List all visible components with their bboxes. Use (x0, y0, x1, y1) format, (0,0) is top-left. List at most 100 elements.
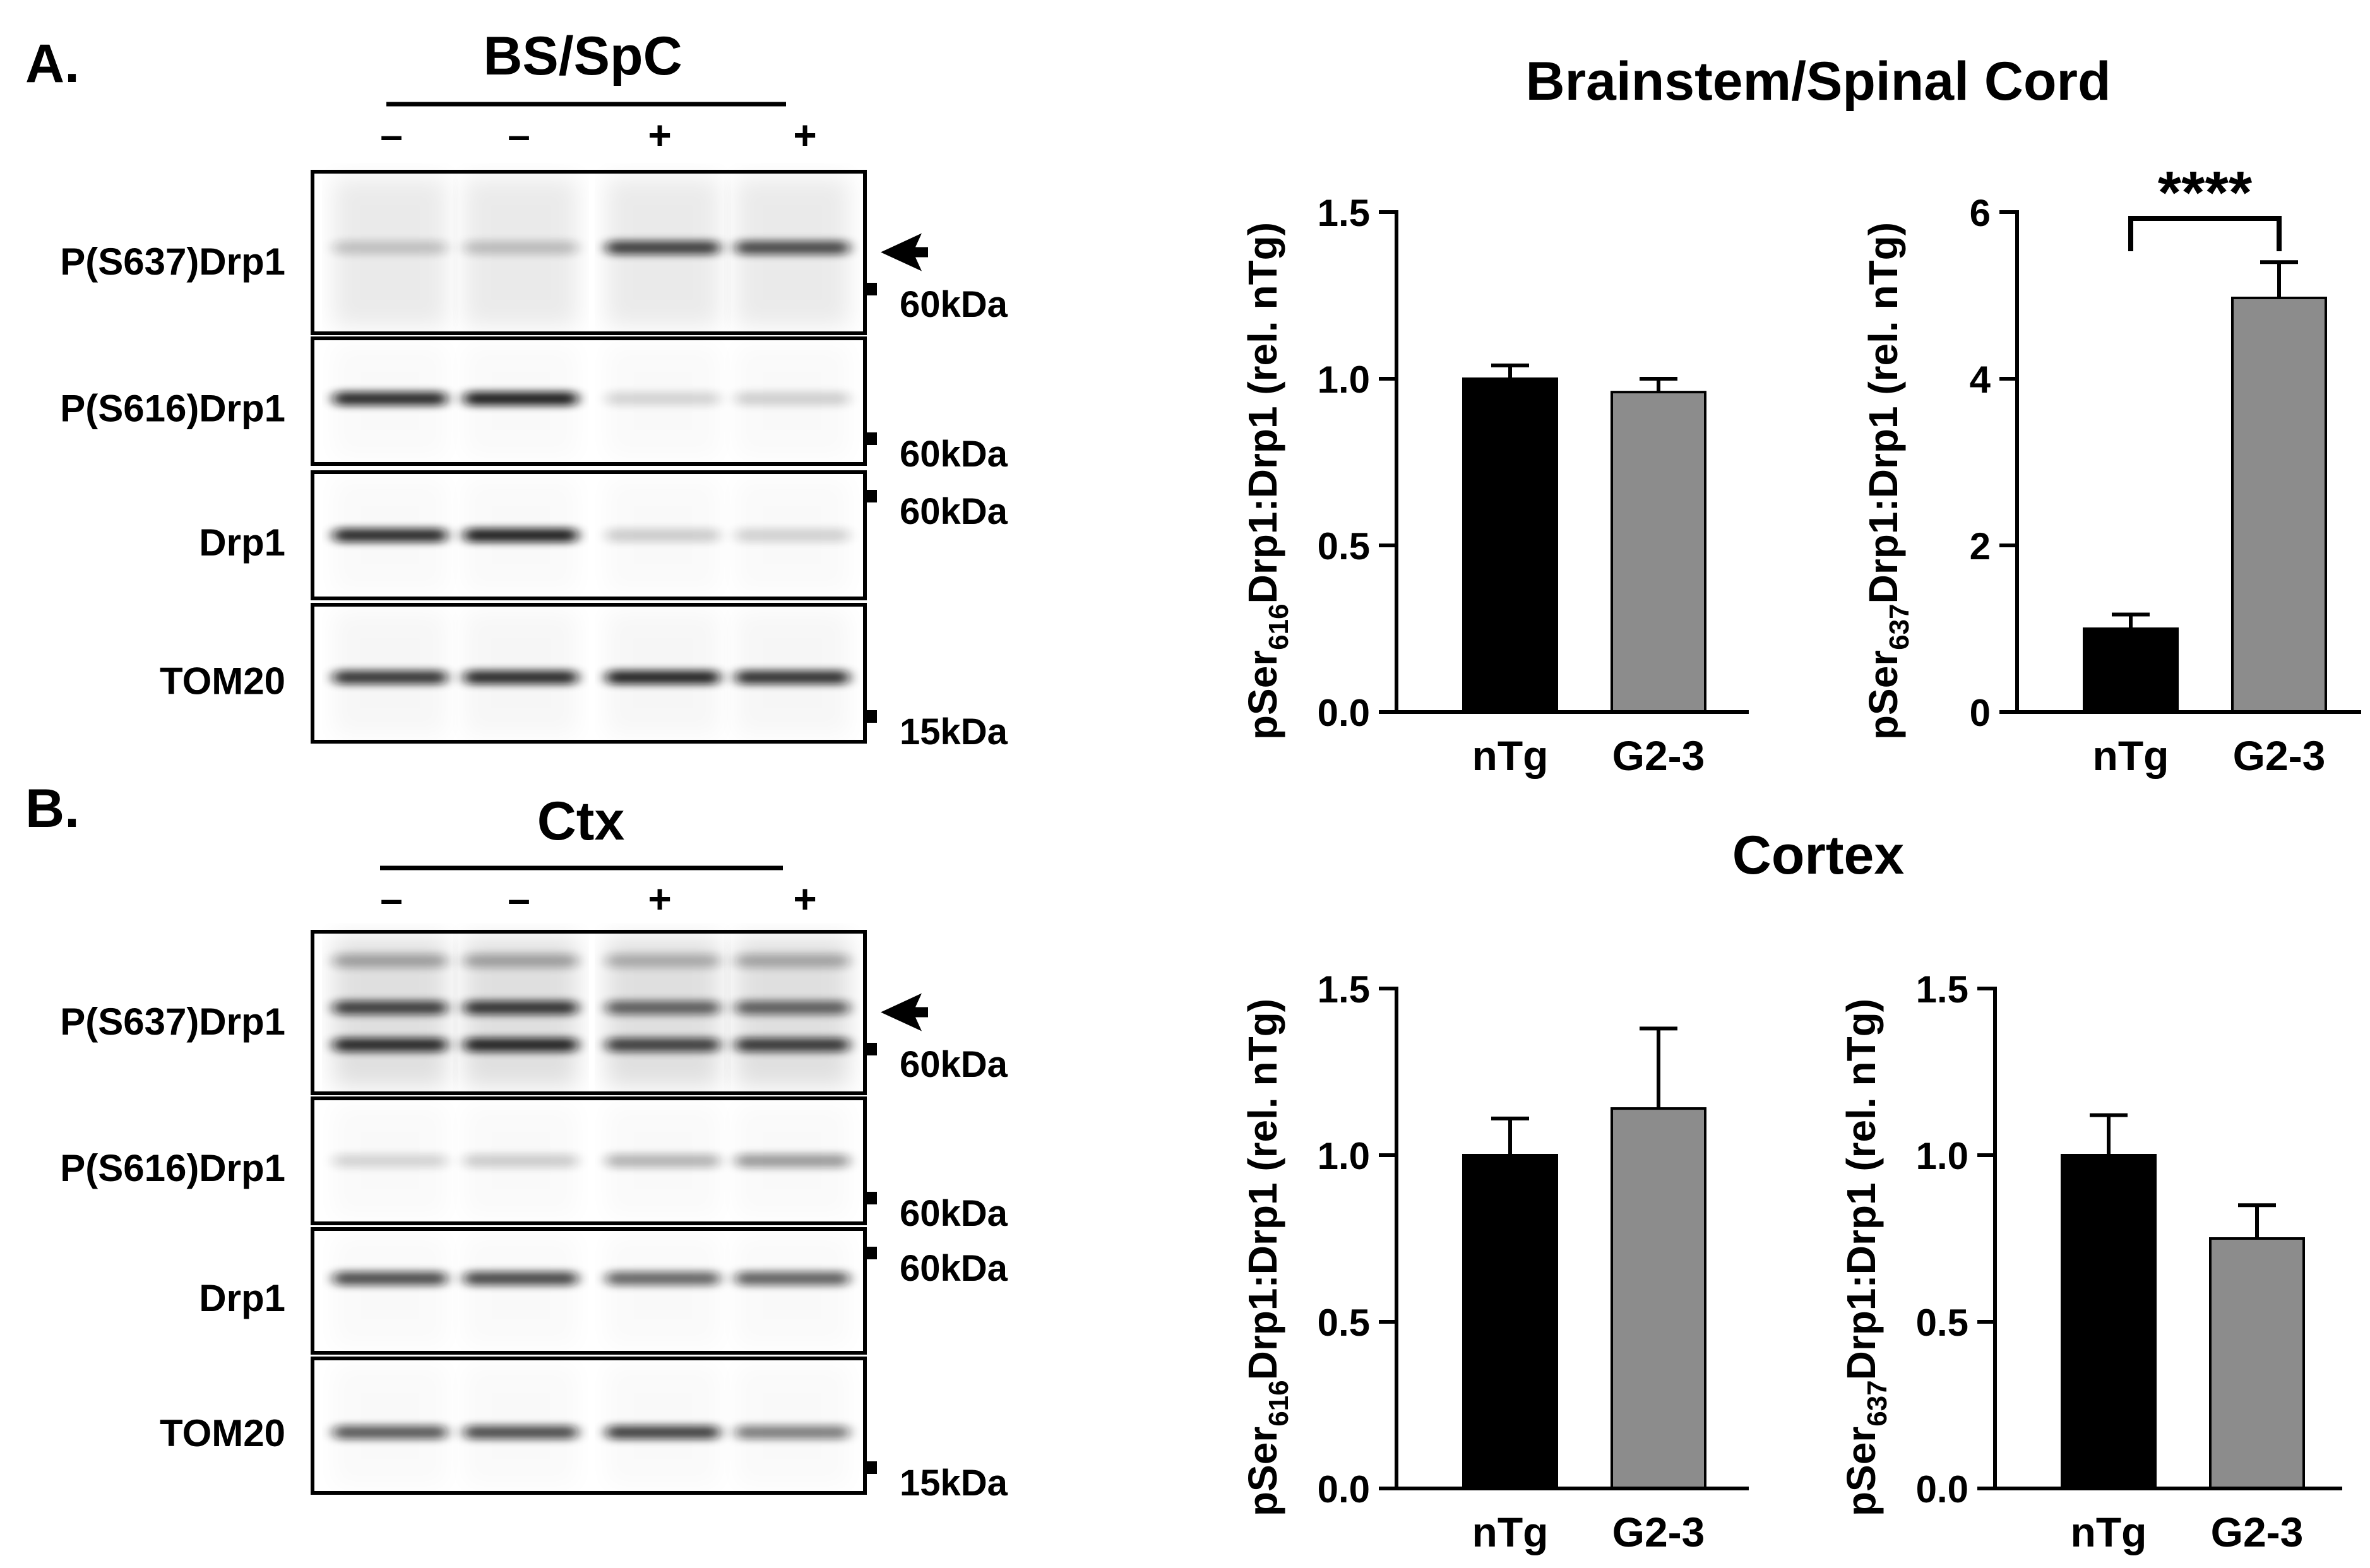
protein-band (735, 1425, 849, 1440)
y-label-subscript: 637 (1862, 1380, 1893, 1426)
y-tick-label: 1.5 (1318, 192, 1370, 234)
marker-label: 60kDa (900, 491, 1008, 532)
protein-band (735, 1271, 849, 1286)
section-title-brainstem: Brainstem/Spinal Cord (1525, 51, 2111, 112)
lane-sign: – (380, 876, 403, 922)
protein-band (735, 241, 849, 255)
blot-label: Drp1 (199, 521, 285, 564)
blot-strip: TOM20 15kDa (160, 1357, 1008, 1504)
y-tick-label: 0 (1970, 692, 1991, 734)
protein-band (333, 391, 447, 406)
panel-a-lane-signs: – – + + (380, 112, 816, 158)
protein-band (464, 1425, 578, 1440)
blot-frame (311, 603, 867, 744)
y-tick-label: 0.5 (1318, 525, 1370, 567)
bar-chart: nTg G2-3 0.0 0.5 1.0 1.5 pSer616Drp1:Drp1 (rel… (1240, 192, 1749, 779)
y-tick-label: 1.0 (1916, 1135, 1968, 1177)
blot-strip: Drp1 60kDa (199, 1227, 1008, 1355)
lane-sign: + (793, 112, 816, 158)
marker-tick (867, 1247, 877, 1259)
y-axis-label: pSer616Drp1:Drp1 (rel. nTg) (1240, 999, 1294, 1516)
bar-g2-3 (2209, 1237, 2305, 1490)
panel-b-blots: P(S637)Drp1 60kDa P(S616)Drp1 60kDa Drp1 60kD… (60, 930, 1008, 1504)
y-tick-label: 0.5 (1916, 1302, 1968, 1344)
panel-a-region-label: BS/SpC (483, 26, 682, 86)
protein-band (606, 954, 720, 968)
blot-label: Drp1 (199, 1277, 285, 1319)
protein-band (333, 1425, 447, 1440)
marker-label: 60kDa (900, 434, 1008, 475)
x-tick-label: G2-3 (1612, 732, 1705, 779)
bar-chart: nTg G2-3 0.0 0.5 1.0 1.5 pSer616Drp1:Drp1 (rel… (1240, 968, 1749, 1555)
blot-label: TOM20 (160, 660, 285, 702)
bar-ntg (1462, 377, 1558, 713)
blot-strip: Drp1 60kDa (199, 470, 1008, 600)
y-tick-label: 2 (1970, 525, 1991, 567)
y-label-suffix: Drp1:Drp1 (rel. nTg) (1838, 999, 1884, 1380)
protein-band (606, 1154, 720, 1168)
blot-frame (311, 1227, 867, 1355)
marker-label: 60kDa (900, 284, 1008, 325)
marker-label: 60kDa (900, 1248, 1008, 1289)
marker-tick (867, 490, 877, 502)
y-label-prefix: pSer (1240, 1427, 1285, 1516)
protein-band (464, 391, 578, 406)
panel-b-letter: B. (25, 778, 80, 839)
bar-ntg (2061, 1154, 2157, 1490)
protein-band (333, 1271, 447, 1286)
protein-band (735, 528, 849, 542)
y-label-prefix: pSer (1861, 650, 1906, 740)
blot-frame (311, 336, 867, 466)
bar-g2-3 (2231, 296, 2327, 713)
lane-sign: + (648, 876, 671, 922)
protein-band (464, 1154, 578, 1168)
y-axis-label: pSer637Drp1:Drp1 (rel. nTg) (1861, 222, 1915, 740)
bar-chart: nTg G2-3 0 2 4 6 pSer637Drp1:Drp1 (rel. nTg) **… (1861, 159, 2361, 779)
blot-strip: P(S637)Drp1 60kDa (60, 170, 1008, 335)
y-label-subscript: 637 (1884, 603, 1915, 650)
blot-strip: P(S616)Drp1 60kDa (60, 336, 1008, 475)
arrow-icon (881, 993, 928, 1031)
significance-bracket (2128, 216, 2282, 251)
marker-label: 15kDa (900, 1463, 1008, 1504)
lane-sign: – (508, 876, 530, 922)
arrow-icon (881, 233, 928, 271)
y-tick-label: 0.0 (1916, 1468, 1968, 1511)
protein-band (464, 1271, 578, 1286)
protein-band (464, 241, 578, 255)
protein-band (606, 528, 720, 542)
x-tick-label: nTg (2093, 732, 2169, 779)
blot-frame (311, 170, 867, 335)
lane-smear (606, 1235, 720, 1346)
y-tick-label: 4 (1970, 359, 1991, 401)
protein-band (606, 1271, 720, 1286)
blot-label: P(S637)Drp1 (60, 241, 285, 283)
protein-band (333, 1038, 447, 1052)
panel-a-blots: P(S637)Drp1 60kDa P(S616)Drp1 60kDa Drp1 60kD… (60, 170, 1008, 752)
x-tick-label: nTg (1472, 732, 1549, 779)
protein-band (333, 1154, 447, 1168)
blot-label: P(S616)Drp1 (60, 1147, 285, 1189)
protein-band (606, 1001, 720, 1015)
lane-sign: + (648, 112, 671, 158)
blot-strip: TOM20 15kDa (160, 603, 1008, 752)
blot-label: TOM20 (160, 1412, 285, 1454)
y-label-suffix: Drp1:Drp1 (rel. nTg) (1240, 222, 1285, 603)
y-label-prefix: pSer (1838, 1427, 1884, 1516)
protein-band (606, 1425, 720, 1440)
bar-chart: nTg G2-3 0.0 0.5 1.0 1.5 pSer637Drp1:Drp1 (rel… (1838, 968, 2342, 1555)
protein-band (464, 670, 578, 685)
y-tick-label: 1.0 (1318, 359, 1370, 401)
protein-band (464, 528, 578, 542)
marker-tick (867, 283, 877, 295)
bar-ntg (2083, 627, 2179, 713)
marker-label: 15kDa (900, 711, 1008, 752)
y-tick-label: 6 (1970, 192, 1991, 234)
lane-sign: – (508, 112, 530, 158)
y-tick-label: 0.5 (1318, 1302, 1370, 1344)
x-tick-label: nTg (2071, 1509, 2147, 1555)
blot-strip: P(S637)Drp1 60kDa (60, 930, 1008, 1095)
bar-g2-3 (1611, 1107, 1706, 1490)
y-axis-label: pSer616Drp1:Drp1 (rel. nTg) (1240, 222, 1294, 740)
protein-band (333, 241, 447, 255)
